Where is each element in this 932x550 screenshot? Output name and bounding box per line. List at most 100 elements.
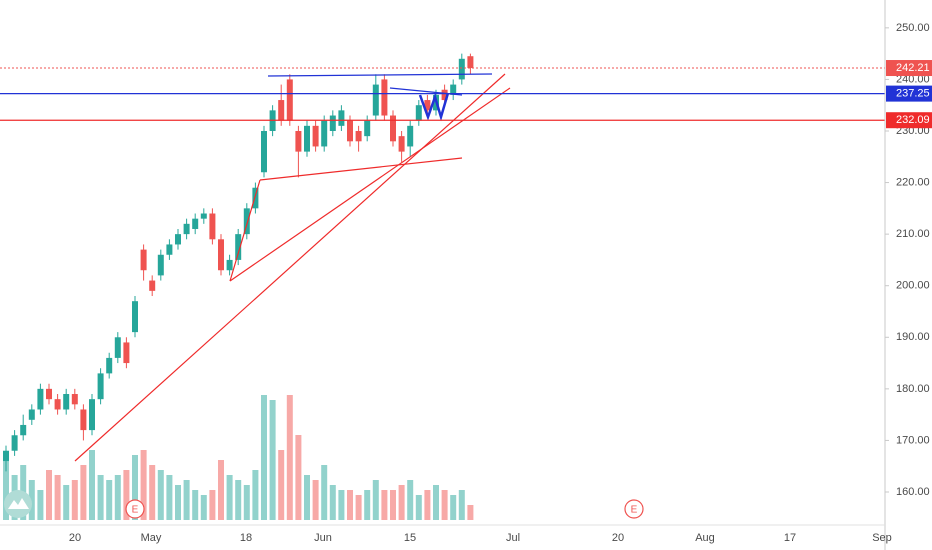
candle-body (252, 187, 259, 209)
candle-body (3, 450, 9, 462)
x-tick-label: Aug (695, 532, 715, 544)
x-tick-label: Jul (506, 532, 520, 544)
volume-bar (433, 485, 439, 520)
volume-bar (458, 490, 465, 520)
candle-body (123, 342, 130, 364)
candle-body (235, 234, 242, 260)
earnings-label: E (631, 505, 638, 516)
volume-bar (157, 470, 164, 520)
volume-bar (407, 480, 414, 520)
candle-body (89, 399, 95, 431)
volume-layer (3, 395, 474, 520)
volume-bar (243, 485, 250, 520)
candle-body (441, 89, 448, 101)
axis-layer: 160.00 170.00 180.00 190.00 200.00 210.00 220.… (69, 22, 932, 544)
candle-body (321, 120, 328, 147)
earnings-label: E (132, 505, 139, 516)
price-label-box (886, 85, 932, 102)
volume-bar (235, 480, 242, 520)
candle-body (243, 208, 250, 235)
candle-body (467, 56, 474, 69)
volume-bar (312, 480, 319, 520)
candle-body (114, 337, 121, 358)
price-label: 237.25 (896, 88, 930, 100)
trend-line (74, 73, 506, 462)
x-tick-label: 17 (784, 532, 796, 544)
volume-bar (424, 490, 431, 520)
logo-circle (4, 490, 32, 518)
price-label-box (886, 60, 932, 77)
volume-bar (269, 400, 276, 520)
volume-bar (89, 450, 95, 520)
candle-body (46, 388, 52, 400)
candle-body (390, 115, 396, 142)
y-tick-label: 250.00 (896, 22, 930, 34)
volume-bar (37, 490, 44, 520)
trend-line (229, 179, 261, 282)
y-tick-label: 160.00 (896, 486, 930, 498)
w-pattern (418, 92, 450, 122)
candle-body (398, 136, 405, 152)
candle-body (132, 301, 138, 333)
candle-body (20, 424, 27, 436)
volume-bar (415, 495, 422, 520)
x-tick-label: Sep (872, 532, 892, 544)
candle-body (218, 239, 224, 271)
volume-bar (304, 475, 310, 520)
candle-body (11, 435, 18, 451)
y-tick-label: 240.00 (896, 73, 930, 85)
candle-body (183, 223, 190, 235)
candle-body (372, 84, 379, 116)
candle-body (166, 244, 173, 255)
volume-bar (200, 495, 207, 520)
volume-bar (450, 495, 457, 520)
candle-body (157, 254, 164, 276)
candle-body (54, 399, 61, 410)
earnings-marker (624, 499, 644, 519)
x-tick-label: 15 (404, 532, 416, 544)
volume-bar (390, 490, 396, 520)
candle-body (71, 394, 78, 405)
volume-bar (364, 490, 371, 520)
volume-bar (132, 455, 138, 520)
candle-body (63, 394, 70, 410)
volume-bar (183, 480, 190, 520)
candle-body (278, 100, 285, 121)
candle-body (286, 79, 293, 121)
volume-bar (192, 490, 199, 520)
volume-bar (252, 470, 259, 520)
candle-body (28, 409, 35, 420)
volume-bar (218, 460, 224, 520)
candle-body (355, 130, 362, 142)
x-tick-label: May (141, 532, 162, 544)
volume-bar (209, 490, 216, 520)
candle-body (261, 130, 267, 173)
candle-body (458, 58, 465, 80)
trend-line (259, 157, 463, 181)
volume-bar (71, 480, 78, 520)
y-tick-label: 170.00 (896, 434, 930, 446)
candle-body (304, 125, 310, 152)
y-tick-label: 220.00 (896, 176, 930, 188)
candle-body (140, 249, 147, 271)
price-label-box (886, 112, 932, 129)
candle-body (80, 409, 87, 431)
x-tick-label: 18 (240, 532, 252, 544)
candle-body (226, 259, 233, 271)
volume-bar (278, 450, 285, 520)
candle-body (381, 79, 388, 116)
price-lines (0, 67, 885, 121)
candle-body (175, 234, 181, 245)
volume-bar (381, 490, 388, 520)
volume-bar (355, 495, 362, 520)
volume-bar (372, 480, 379, 520)
volume-bar (467, 505, 474, 520)
volume-bar (441, 490, 448, 520)
volume-bar (114, 475, 121, 520)
volume-bar (329, 485, 336, 520)
volume-bar (347, 490, 353, 520)
volume-bar (54, 475, 61, 520)
volume-bar (149, 465, 156, 520)
volume-bar (175, 485, 181, 520)
